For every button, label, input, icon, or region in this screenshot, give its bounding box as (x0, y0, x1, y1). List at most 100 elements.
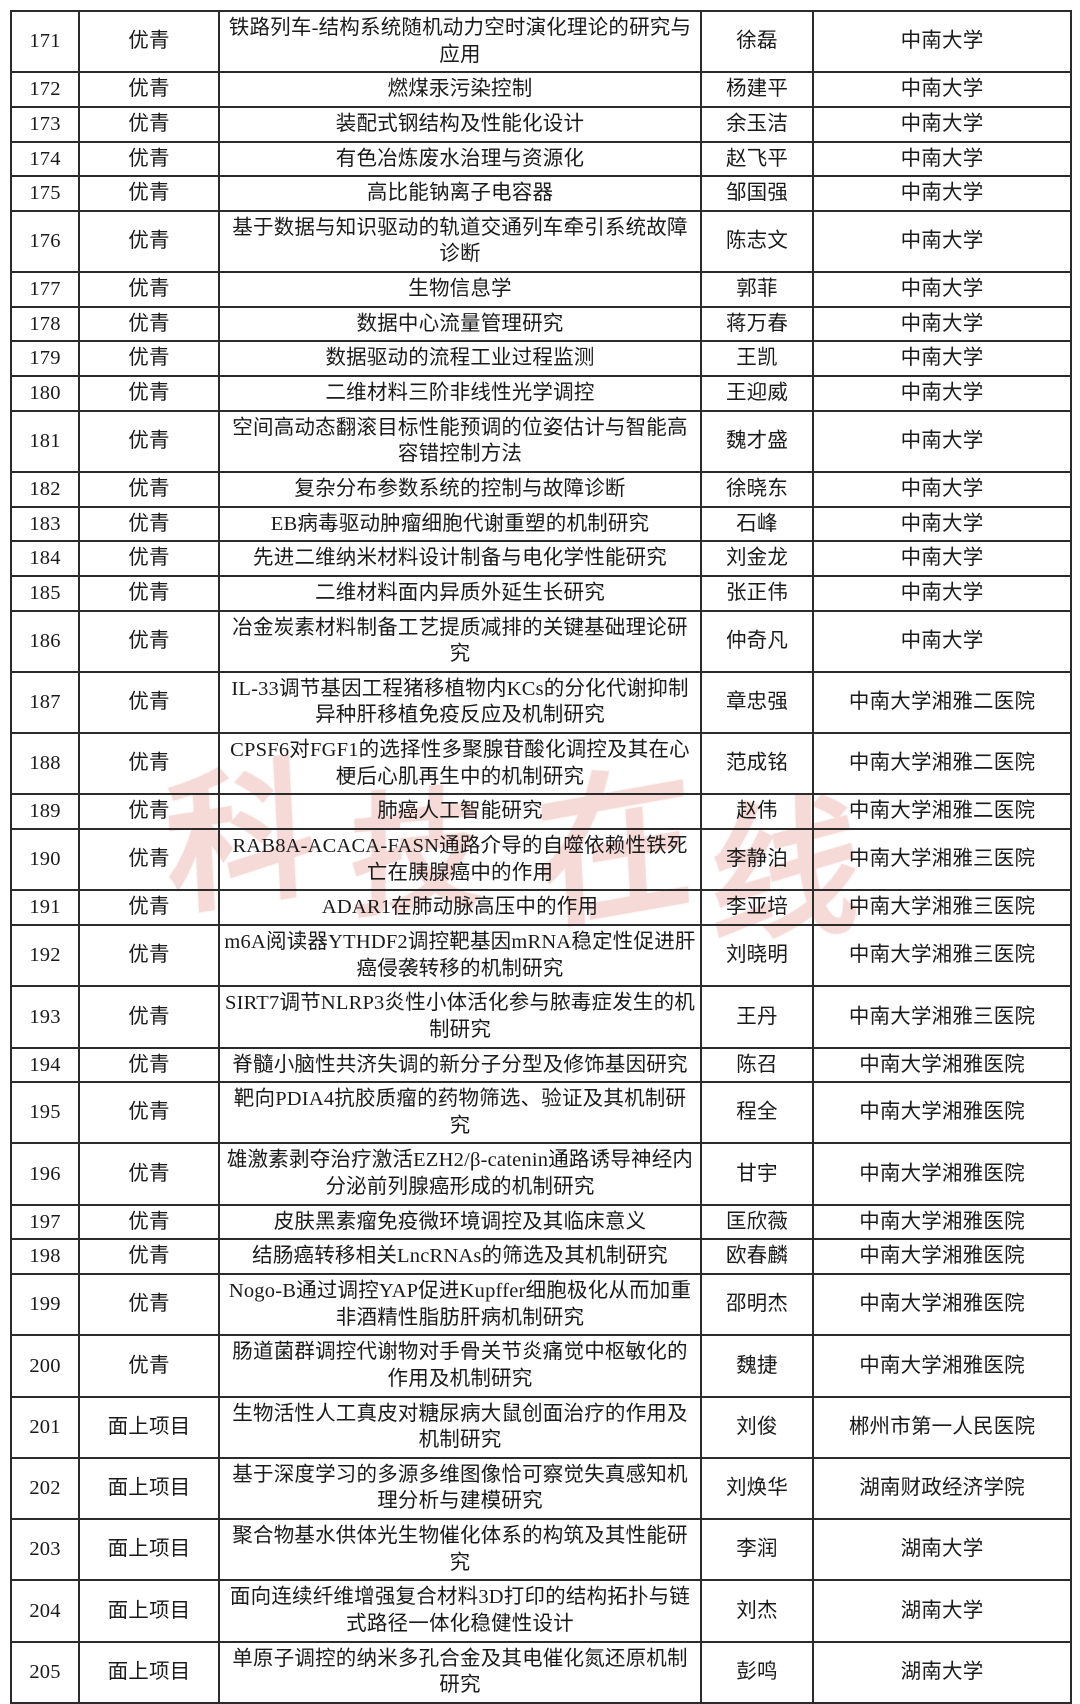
table-row: 177 优青 生物信息学 郭菲 中南大学 (10, 271, 1072, 308)
cell-category: 优青 (78, 1081, 220, 1145)
cell-project-title: RAB8A-ACACA-FASN通路介导的自噬依赖性铁死亡在胰腺癌中的作用 (218, 828, 702, 892)
table-row: 192 优青 m6A阅读器YTHDF2调控靶基因mRNA稳定性促进肝癌侵袭转移的机制… (10, 923, 1072, 988)
cell-category: 优青 (78, 1334, 220, 1398)
cell-institution: 中南大学湘雅医院 (812, 1081, 1072, 1145)
cell-sequence: 192 (10, 923, 80, 988)
cell-project-title: 脊髓小脑性共济失调的新分子分型及修饰基因研究 (218, 1046, 702, 1084)
cell-principal-investigator: 李润 (700, 1518, 814, 1582)
cell-sequence: 194 (10, 1046, 80, 1084)
cell-sequence: 180 (10, 375, 80, 412)
cell-institution: 中南大学湘雅三医院 (812, 889, 1072, 926)
cell-institution: 中南大学湘雅二医院 (812, 793, 1072, 831)
cell-sequence: 189 (10, 793, 80, 831)
cell-principal-investigator: 魏捷 (700, 1334, 814, 1398)
table-row: 202 面上项目 基于深度学习的多源多维图像恰可察觉失真感知机理分析与建模研究 刘焕华… (10, 1456, 1072, 1521)
cell-project-title: 先进二维纳米材料设计制备与电化学性能研究 (218, 540, 702, 577)
cell-principal-investigator: 石峰 (700, 505, 814, 543)
cell-principal-investigator: 章忠强 (700, 670, 814, 735)
cell-principal-investigator: 杨建平 (700, 71, 814, 108)
cell-principal-investigator: 郭菲 (700, 271, 814, 308)
cell-institution: 中南大学湘雅医院 (812, 1238, 1072, 1275)
cell-sequence: 188 (10, 732, 80, 796)
cell-category: 优青 (78, 1046, 220, 1084)
cell-principal-investigator: 李静泊 (700, 828, 814, 892)
cell-category: 优青 (78, 1142, 220, 1206)
cell-category: 优青 (78, 540, 220, 577)
cell-sequence: 193 (10, 985, 80, 1049)
cell-principal-investigator: 欧春麟 (700, 1238, 814, 1275)
cell-category: 优青 (78, 105, 220, 143)
cell-category: 优青 (78, 9, 220, 74)
cell-principal-investigator: 刘焕华 (700, 1456, 814, 1521)
cell-institution: 中南大学湘雅二医院 (812, 670, 1072, 735)
cell-principal-investigator: 余玉洁 (700, 105, 814, 143)
cell-institution: 中南大学 (812, 209, 1072, 274)
cell-project-title: 基于深度学习的多源多维图像恰可察觉失真感知机理分析与建模研究 (218, 1456, 702, 1521)
cell-institution: 中南大学湘雅三医院 (812, 828, 1072, 892)
table-row: 172 优青 燃煤汞污染控制 杨建平 中南大学 (10, 71, 1072, 108)
cell-principal-investigator: 李亚培 (700, 889, 814, 926)
table-row: 174 优青 有色冶炼废水治理与资源化 赵飞平 中南大学 (10, 140, 1072, 178)
cell-category: 优青 (78, 470, 220, 508)
cell-principal-investigator: 赵飞平 (700, 140, 814, 178)
cell-category: 优青 (78, 609, 220, 673)
cell-sequence: 172 (10, 71, 80, 108)
cell-institution: 中南大学 (812, 305, 1072, 343)
cell-category: 优青 (78, 175, 220, 212)
cell-principal-investigator: 赵伟 (700, 793, 814, 831)
table-row: 183 优青 EB病毒驱动肿瘤细胞代谢重塑的机制研究 石峰 中南大学 (10, 505, 1072, 543)
table-row: 184 优青 先进二维纳米材料设计制备与电化学性能研究 刘金龙 中南大学 (10, 540, 1072, 577)
cell-sequence: 191 (10, 889, 80, 926)
cell-sequence: 179 (10, 340, 80, 378)
cell-institution: 中南大学湘雅二医院 (812, 732, 1072, 796)
cell-institution: 中南大学 (812, 340, 1072, 378)
cell-project-title: 高比能钠离子电容器 (218, 175, 702, 212)
cell-project-title: 肠道菌群调控代谢物对手骨关节炎痛觉中枢敏化的作用及机制研究 (218, 1334, 702, 1398)
cell-sequence: 203 (10, 1518, 80, 1582)
cell-institution: 中南大学 (812, 470, 1072, 508)
cell-sequence: 182 (10, 470, 80, 508)
cell-principal-investigator: 徐磊 (700, 9, 814, 74)
cell-category: 优青 (78, 889, 220, 926)
cell-principal-investigator: 范成铭 (700, 732, 814, 796)
cell-project-title: EB病毒驱动肿瘤细胞代谢重塑的机制研究 (218, 505, 702, 543)
table-row: 186 优青 冶金炭素材料制备工艺提质减排的关键基础理论研究 仲奇凡 中南大学 (10, 609, 1072, 673)
cell-project-title: 数据驱动的流程工业过程监测 (218, 340, 702, 378)
cell-institution: 中南大学湘雅医院 (812, 1203, 1072, 1241)
cell-principal-investigator: 王丹 (700, 985, 814, 1049)
cell-sequence: 178 (10, 305, 80, 343)
cell-sequence: 195 (10, 1081, 80, 1145)
table-row: 187 优青 IL-33调节基因工程猪移植物内KCs的分化代谢抑制异种肝移植免疫反应… (10, 670, 1072, 735)
cell-category: 优青 (78, 375, 220, 412)
cell-sequence: 174 (10, 140, 80, 178)
cell-category: 优青 (78, 828, 220, 892)
table-row: 198 优青 结肠癌转移相关LncRNAs的筛选及其机制研究 欧春麟 中南大学湘雅医院 (10, 1238, 1072, 1275)
cell-sequence: 200 (10, 1334, 80, 1398)
cell-sequence: 204 (10, 1579, 80, 1643)
cell-sequence: 184 (10, 540, 80, 577)
table-row: 190 优青 RAB8A-ACACA-FASN通路介导的自噬依赖性铁死亡在胰腺癌中的… (10, 828, 1072, 892)
cell-sequence: 181 (10, 409, 80, 473)
cell-principal-investigator: 王迎威 (700, 375, 814, 412)
cell-principal-investigator: 仲奇凡 (700, 609, 814, 673)
cell-institution: 中南大学湘雅三医院 (812, 923, 1072, 988)
cell-institution: 郴州市第一人民医院 (812, 1395, 1072, 1459)
cell-project-title: SIRT7调节NLRP3炎性小体活化参与脓毒症发生的机制研究 (218, 985, 702, 1049)
cell-sequence: 196 (10, 1142, 80, 1206)
cell-principal-investigator: 刘晓明 (700, 923, 814, 988)
cell-institution: 湖南大学 (812, 1640, 1072, 1704)
cell-institution: 中南大学 (812, 540, 1072, 577)
cell-category: 优青 (78, 1238, 220, 1275)
cell-institution: 中南大学 (812, 505, 1072, 543)
cell-category: 优青 (78, 1203, 220, 1241)
cell-project-title: ADAR1在肺动脉高压中的作用 (218, 889, 702, 926)
table-row: 200 优青 肠道菌群调控代谢物对手骨关节炎痛觉中枢敏化的作用及机制研究 魏捷 中南大学… (10, 1334, 1072, 1398)
cell-principal-investigator: 陈志文 (700, 209, 814, 274)
cell-project-title: m6A阅读器YTHDF2调控靶基因mRNA稳定性促进肝癌侵袭转移的机制研究 (218, 923, 702, 988)
cell-institution: 中南大学 (812, 574, 1072, 612)
cell-sequence: 202 (10, 1456, 80, 1521)
table-row: 197 优青 皮肤黑素瘤免疫微环境调控及其临床意义 匡欣薇 中南大学湘雅医院 (10, 1203, 1072, 1241)
cell-project-title: 有色冶炼废水治理与资源化 (218, 140, 702, 178)
cell-institution: 中南大学 (812, 609, 1072, 673)
cell-sequence: 186 (10, 609, 80, 673)
